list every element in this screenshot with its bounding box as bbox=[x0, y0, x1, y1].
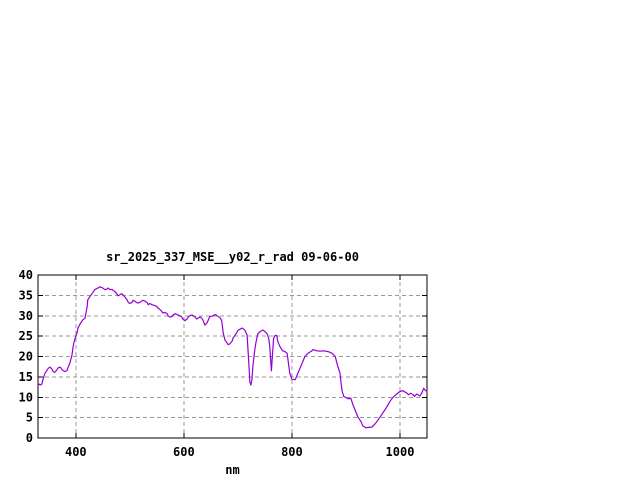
y-tick-label: 5 bbox=[26, 411, 33, 425]
data-line bbox=[37, 286, 428, 429]
x-tick-label: 800 bbox=[281, 445, 303, 459]
x-axis-label: nm bbox=[225, 463, 240, 477]
y-tick-label: 40 bbox=[19, 268, 33, 282]
y-tick-label: 30 bbox=[19, 309, 33, 323]
y-tick-label: 35 bbox=[19, 288, 33, 302]
y-tick-label: 0 bbox=[26, 431, 33, 445]
y-tick-label: 10 bbox=[19, 390, 33, 404]
chart-title: sr_2025_337_MSE__y02_r_rad 09-06-00 bbox=[106, 250, 359, 264]
x-tick-label: 600 bbox=[173, 445, 195, 459]
y-tick-label: 15 bbox=[19, 370, 33, 384]
y-tick-label: 20 bbox=[19, 350, 33, 364]
x-tick-label: 1000 bbox=[386, 445, 415, 459]
y-tick-label: 25 bbox=[19, 329, 33, 343]
x-tick-label: 400 bbox=[65, 445, 87, 459]
